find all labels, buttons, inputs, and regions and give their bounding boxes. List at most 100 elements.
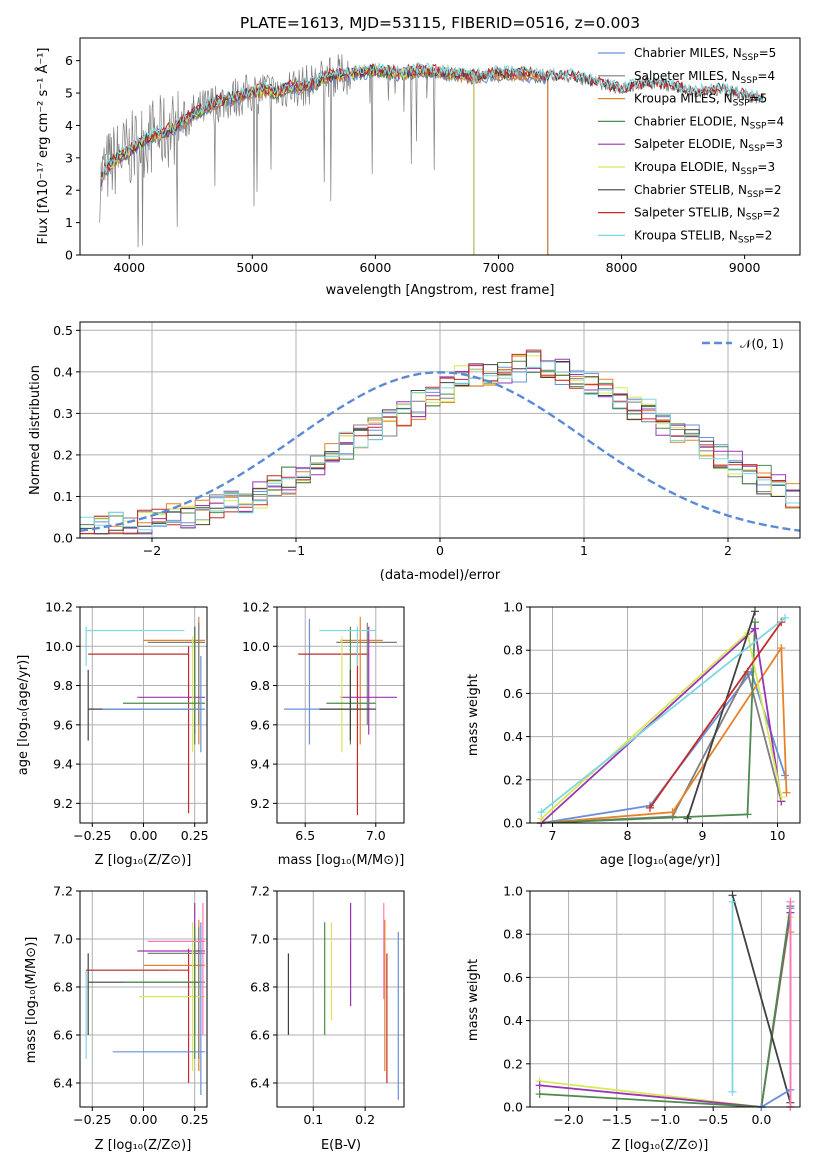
spectrum-ylabel: Flux [fλ10⁻¹⁷ erg cm⁻² s⁻¹ Å⁻¹] bbox=[35, 48, 51, 245]
p8-ytick-label: 1.0 bbox=[503, 884, 523, 899]
p7-ytick-label: 6.8 bbox=[250, 980, 270, 995]
massweight-vs-metallicity-panel: −2.0 −1.5 −1.0 −0.5 0.0 0.0 0.2 0.4 0.6 0.8 1.0 bbox=[503, 884, 801, 1127]
spectrum-xtick-label: 6000 bbox=[359, 260, 391, 275]
mass-vs-metallicity-panel: −0.25 0.00 0.25 6.4 6.6 6.8 7.0 7.2 bbox=[53, 884, 209, 1128]
p6-xtick-label: 0.00 bbox=[130, 1112, 158, 1127]
legend-label: Kroupa ELODIE, NSSP=3 bbox=[634, 160, 775, 177]
p3-ytick-label: 9.8 bbox=[53, 678, 73, 693]
legend-label: Chabrier MILES, NSSP=5 bbox=[634, 46, 776, 63]
residual-ytick-label: 0.5 bbox=[53, 323, 73, 338]
gaussian-reference-line bbox=[80, 371, 800, 532]
residual-panel: −2 −1 0 1 2 0.0 0.1 0.2 0.3 0.4 0.5 𝒩(0, 1) bbox=[53, 321, 801, 558]
spectrum-frame bbox=[79, 37, 801, 256]
residual-ytick-label: 0.2 bbox=[53, 447, 73, 462]
p3-xtick-label: −0.25 bbox=[73, 828, 111, 843]
p3-xtick-label: 0.00 bbox=[130, 828, 158, 843]
residual-xtick-label: 1 bbox=[580, 543, 588, 558]
p7-xtick-label: 0.2 bbox=[355, 1112, 375, 1127]
age-vs-metallicity-panel: −0.25 0.00 0.25 9.2 9.4 9.6 9.8 10.0 10.2 bbox=[45, 600, 208, 844]
residual-ytick-label: 0.0 bbox=[53, 531, 73, 546]
residual-histogram bbox=[80, 361, 800, 531]
spectrum-ytick-label: 0 bbox=[65, 248, 73, 263]
p5-point-marker bbox=[646, 803, 654, 812]
p5-point-marker bbox=[782, 788, 791, 797]
p4-xtick-label: 7.0 bbox=[366, 828, 386, 843]
p6-ytick-label: 6.8 bbox=[53, 980, 73, 995]
p3-xlabel: Z [log₁₀(Z/Z⊙)] bbox=[95, 853, 192, 868]
p8-ylabel: mass weight bbox=[466, 959, 481, 1041]
p5-series-line bbox=[540, 617, 786, 813]
p5-ylabel: mass weight bbox=[466, 674, 481, 756]
residual-ytick-label: 0.4 bbox=[53, 364, 73, 379]
p3-ytick-label: 10.2 bbox=[45, 600, 73, 615]
p5-point-marker bbox=[777, 793, 786, 802]
residual-xtick-label: −1 bbox=[287, 543, 305, 558]
p5-ytick-label: 1.0 bbox=[503, 600, 523, 615]
spectrum-ytick-label: 5 bbox=[65, 86, 73, 101]
p6-ytick-label: 7.2 bbox=[53, 884, 73, 899]
p5-xtick-label: 7 bbox=[549, 828, 557, 843]
legend-label: Salpeter ELODIE, NSSP=3 bbox=[634, 137, 783, 154]
legend-label: Kroupa MILES, NSSP=5 bbox=[634, 92, 767, 109]
residual-histogram bbox=[80, 351, 800, 535]
age-vs-mass-panel: 6.5 7.0 9.2 9.4 9.6 9.8 10.0 10.2 bbox=[242, 600, 405, 843]
p4-xtick-label: 6.5 bbox=[295, 828, 315, 843]
p8-xlabel: Z [log₁₀(Z/Z⊙)] bbox=[612, 1138, 709, 1153]
p4-ytick-label: 9.8 bbox=[250, 678, 270, 693]
residual-ylabel: Normed distribution bbox=[28, 365, 43, 495]
p3-xtick-label: 0.25 bbox=[181, 828, 209, 843]
p5-ytick-label: 0.0 bbox=[503, 816, 523, 831]
residual-frame bbox=[79, 321, 801, 539]
legend-label: Chabrier ELODIE, NSSP=4 bbox=[634, 114, 784, 131]
massweight-vs-age-panel: 7 8 9 10 0.0 0.2 0.4 0.6 0.8 1.0 bbox=[503, 600, 801, 843]
p7-xtick-label: 0.1 bbox=[303, 1112, 323, 1127]
p4-ytick-label: 9.6 bbox=[250, 717, 270, 732]
legend-label: Salpeter MILES, NSSP=4 bbox=[634, 69, 775, 86]
p6-ytick-label: 7.0 bbox=[53, 932, 73, 947]
p8-xtick-label: −1.5 bbox=[602, 1112, 632, 1127]
p6-xtick-label: −0.25 bbox=[73, 1112, 111, 1127]
p8-xtick-label: −1.0 bbox=[650, 1112, 680, 1127]
p8-point-marker bbox=[786, 897, 795, 906]
spectrum-panel: 4000 5000 6000 7000 8000 9000 0 1 2 3 4 5 6 Chabrier … bbox=[65, 37, 801, 275]
p4-ytick-label: 10.2 bbox=[242, 600, 270, 615]
p8-point-marker bbox=[535, 1090, 544, 1099]
spectrum-xlabel: wavelength [Angstrom, rest frame] bbox=[326, 283, 555, 298]
p5-point-marker bbox=[668, 808, 677, 817]
p5-xtick-label: 8 bbox=[624, 828, 632, 843]
p6-xtick-label: 0.25 bbox=[181, 1112, 209, 1127]
residual-ytick-label: 0.1 bbox=[53, 489, 73, 504]
p8-xtick-label: 0.0 bbox=[751, 1112, 771, 1127]
p4-xlabel: mass [log₁₀(M/M⊙)] bbox=[278, 853, 405, 868]
spectrum-ytick-label: 2 bbox=[65, 183, 73, 198]
p8-ytick-label: 0.6 bbox=[503, 970, 523, 985]
model-spectrum-line bbox=[100, 62, 764, 182]
p5-ytick-label: 0.8 bbox=[503, 643, 523, 658]
p7-ytick-label: 7.0 bbox=[250, 932, 270, 947]
p5-point-marker bbox=[751, 624, 759, 633]
p5-point-marker bbox=[781, 613, 789, 622]
p7-frame bbox=[276, 890, 405, 1108]
p8-frame bbox=[529, 890, 801, 1108]
p3-ytick-label: 9.2 bbox=[53, 796, 73, 811]
gaussian-legend-label: 𝒩(0, 1) bbox=[740, 337, 784, 351]
p8-ytick-label: 0.8 bbox=[503, 927, 523, 942]
residual-xtick-label: −2 bbox=[143, 543, 161, 558]
p5-series-line bbox=[541, 669, 786, 823]
p5-series-line bbox=[686, 611, 756, 819]
spectrum-ytick-label: 4 bbox=[65, 118, 73, 133]
residual-xtick-label: 0 bbox=[436, 543, 444, 558]
legend-label: Chabrier STELIB, NSSP=2 bbox=[634, 183, 782, 200]
p4-frame bbox=[276, 606, 405, 824]
p7-ytick-label: 6.6 bbox=[250, 1028, 270, 1043]
p5-point-marker bbox=[751, 607, 759, 616]
spectrum-ytick-label: 1 bbox=[65, 215, 73, 230]
p5-point-marker bbox=[537, 808, 546, 817]
p5-xlabel: age [log₁₀(age/yr)] bbox=[600, 853, 721, 868]
p8-xtick-label: −0.5 bbox=[698, 1112, 728, 1127]
p6-ytick-label: 6.6 bbox=[53, 1028, 73, 1043]
p8-series-line bbox=[539, 905, 792, 1107]
residual-ytick-label: 0.3 bbox=[53, 406, 73, 421]
p5-ytick-label: 0.4 bbox=[503, 729, 523, 744]
